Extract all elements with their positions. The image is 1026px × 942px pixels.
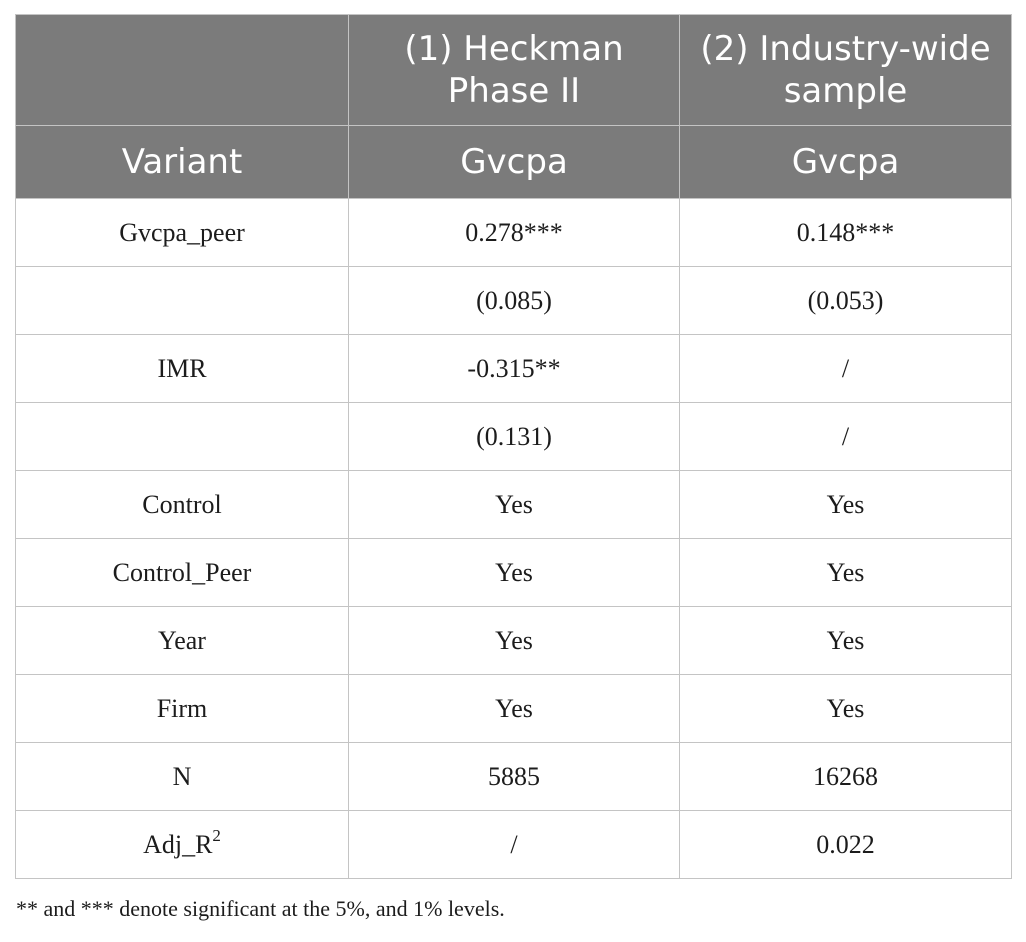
table-row: Firm Yes Yes: [15, 674, 1012, 743]
header-dependent-1: Gvcpa: [348, 125, 680, 199]
adj-r-superscript: 2: [212, 825, 221, 845]
cell-model-2: 0.022: [679, 810, 1012, 879]
table-row: (0.131) /: [15, 402, 1012, 471]
cell-model-1: (0.131): [348, 402, 680, 471]
cell-model-1: 0.278***: [348, 198, 680, 267]
cell-model-1: 5885: [348, 742, 680, 811]
cell-model-2: /: [679, 334, 1012, 403]
row-label: Firm: [15, 674, 349, 743]
results-table-container: (1) Heckman Phase II (2) Industry-wide s…: [15, 14, 1012, 879]
results-table: (1) Heckman Phase II (2) Industry-wide s…: [15, 14, 1012, 879]
cell-model-1: /: [348, 810, 680, 879]
row-label: Year: [15, 606, 349, 675]
row-label: Gvcpa_peer: [15, 198, 349, 267]
cell-model-1: Yes: [348, 606, 680, 675]
row-label: [15, 266, 349, 335]
table-row: N 5885 16268: [15, 742, 1012, 811]
cell-model-2: 0.148***: [679, 198, 1012, 267]
table-row: Gvcpa_peer 0.278*** 0.148***: [15, 198, 1012, 267]
row-label-adj-r2: Adj_R2: [15, 810, 349, 879]
cell-model-2: 16268: [679, 742, 1012, 811]
cell-model-1: Yes: [348, 470, 680, 539]
cell-model-2: Yes: [679, 470, 1012, 539]
row-label: Control_Peer: [15, 538, 349, 607]
table-row: Control_Peer Yes Yes: [15, 538, 1012, 607]
adj-r-label: Adj_R: [143, 829, 213, 859]
cell-model-1: -0.315**: [348, 334, 680, 403]
table-row: Year Yes Yes: [15, 606, 1012, 675]
header-variant: Variant: [15, 125, 349, 199]
header-row-variable: Variant Gvcpa Gvcpa: [15, 125, 1012, 199]
cell-model-2: Yes: [679, 538, 1012, 607]
header-row-model: (1) Heckman Phase II (2) Industry-wide s…: [15, 14, 1012, 126]
row-label: N: [15, 742, 349, 811]
row-label: [15, 402, 349, 471]
table-row: IMR -0.315** /: [15, 334, 1012, 403]
cell-model-1: (0.085): [348, 266, 680, 335]
row-label: Control: [15, 470, 349, 539]
cell-model-2: Yes: [679, 674, 1012, 743]
cell-model-2: /: [679, 402, 1012, 471]
cell-model-1: Yes: [348, 674, 680, 743]
table-row: (0.085) (0.053): [15, 266, 1012, 335]
cell-model-2: Yes: [679, 606, 1012, 675]
table-row: Control Yes Yes: [15, 470, 1012, 539]
row-label: IMR: [15, 334, 349, 403]
header-dependent-2: Gvcpa: [679, 125, 1012, 199]
cell-model-2: (0.053): [679, 266, 1012, 335]
header-model-2: (2) Industry-wide sample: [679, 14, 1012, 126]
table-footnote: ** and *** denote significant at the 5%,…: [16, 896, 505, 921]
header-model-1: (1) Heckman Phase II: [348, 14, 680, 126]
cell-model-1: Yes: [348, 538, 680, 607]
table-row: Adj_R2 / 0.022: [15, 810, 1012, 879]
header-empty-cell: [15, 14, 349, 126]
